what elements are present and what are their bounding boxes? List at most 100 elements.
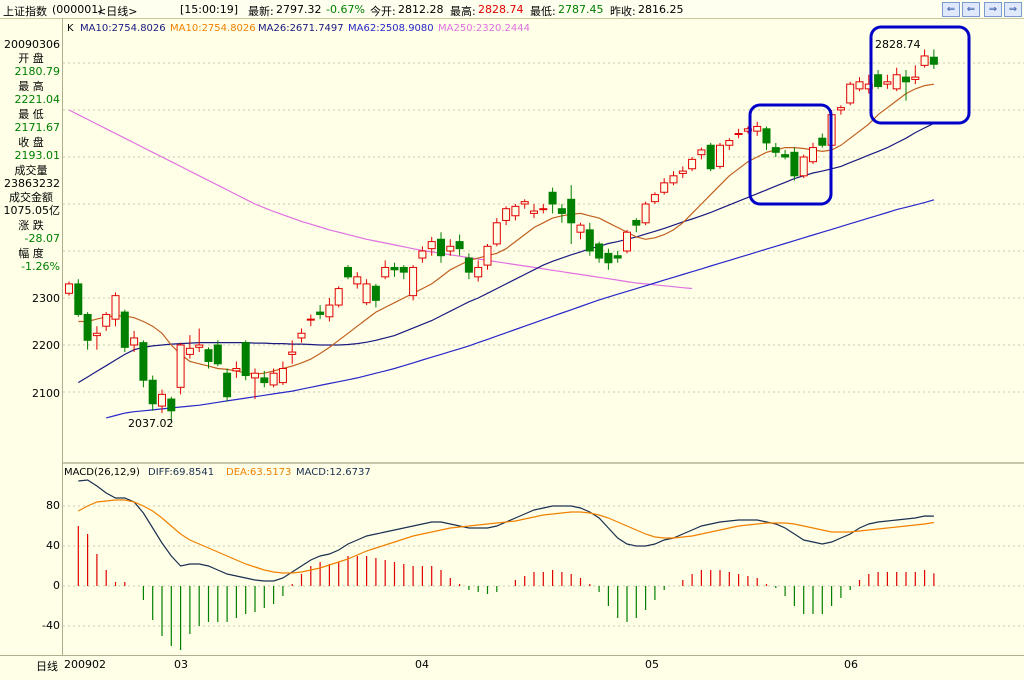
macd-legend-macd: MACD:12.6737 <box>296 467 371 478</box>
ma62-line <box>106 199 935 419</box>
candle-body <box>195 344 204 348</box>
candle-body <box>660 182 669 193</box>
info-low-value: 2171.67 <box>14 121 61 134</box>
info-volume-label: 成交量 <box>14 164 48 177</box>
candle-body <box>678 170 687 174</box>
candle-body <box>130 337 139 346</box>
legend-k: K <box>67 23 74 34</box>
legend-ma26: MA26:2671.7497 <box>258 23 344 34</box>
candle-body <box>483 245 492 266</box>
candle-body <box>278 368 287 384</box>
info-panel: 20090306 开 盘 2180.79 最 高 2221.04 最 低 217… <box>0 18 63 655</box>
candle-body <box>753 125 762 132</box>
candle-body <box>492 222 501 245</box>
candle-body <box>344 266 352 278</box>
candle-body <box>390 266 399 271</box>
candle-body <box>697 149 706 156</box>
legend-ma250: MA250:2320.2444 <box>438 23 530 34</box>
candle-body <box>464 257 473 273</box>
info-low-label: 最 低 <box>18 108 44 121</box>
candle-body <box>762 128 771 144</box>
highlight-box-top <box>869 25 971 125</box>
candle-body <box>539 208 548 211</box>
scroll-right-fast-button[interactable]: ⇒ <box>1004 2 1022 17</box>
info-date: 20090306 <box>4 38 60 51</box>
y-tick: 2100 <box>32 387 60 400</box>
low-value: 2787.45 <box>558 3 604 16</box>
info-high-label: 最 高 <box>18 80 44 93</box>
x-tick: 200902 <box>64 658 106 671</box>
candle-body <box>399 266 408 273</box>
candle-body <box>158 393 166 407</box>
info-change-label: 涨 跌 <box>18 219 44 232</box>
ma26-line <box>77 122 935 384</box>
high-annotation: 2828.74 <box>875 38 921 51</box>
legend-ma62: MA62:2508.9080 <box>348 23 434 34</box>
candle-body <box>818 137 827 146</box>
candle-body <box>781 154 790 158</box>
candle-body <box>260 377 269 384</box>
candle-body <box>911 76 920 80</box>
candle-body <box>148 379 157 405</box>
candle-body <box>306 318 315 321</box>
candle-body <box>232 368 241 372</box>
info-pct-label: 幅 度 <box>18 247 44 260</box>
x-tick: 05 <box>645 658 659 671</box>
candle-body <box>251 372 259 379</box>
candlesticks <box>65 49 938 422</box>
highlight-box-mid <box>748 103 833 206</box>
candle-body <box>92 332 101 337</box>
candle-body <box>213 344 222 365</box>
candle-body <box>734 133 743 135</box>
candle-body <box>111 295 120 320</box>
info-volume-value: 23863232 <box>4 177 60 190</box>
candle-body <box>418 250 427 259</box>
candle-body <box>892 74 901 90</box>
candle-body <box>185 347 194 355</box>
high-value: 2828.74 <box>478 3 524 16</box>
macd-y-tick: 80 <box>46 499 60 512</box>
latest-label: 最新: <box>248 5 274 18</box>
high-label: 最高: <box>450 5 476 18</box>
ma10-line <box>78 83 934 375</box>
info-change-value: -28.07 <box>24 232 60 245</box>
open-value: 2812.28 <box>398 3 444 16</box>
candle-body <box>623 231 631 252</box>
candle-body <box>120 311 129 348</box>
macd-y-tick: 40 <box>46 539 60 552</box>
scroll-right-button[interactable]: ⇒ <box>984 2 1002 17</box>
candle-body <box>241 342 250 377</box>
legend-ma10b: MA10:2754.8026 <box>170 23 256 34</box>
candle-body <box>297 332 306 339</box>
macd-y-tick: -40 <box>42 619 60 632</box>
candle-body <box>353 276 362 285</box>
prev-value: 2816.25 <box>638 3 684 16</box>
candle-body <box>65 283 73 294</box>
candle-body <box>520 201 529 205</box>
candle-body <box>371 285 380 301</box>
macd-legend-name: MACD(26,12,9) <box>64 467 140 478</box>
candle-body <box>706 144 715 170</box>
candle-body <box>604 252 613 264</box>
scroll-left-button[interactable]: ⇐ <box>962 2 980 17</box>
candle-body <box>530 210 538 214</box>
candle-body <box>334 288 343 306</box>
x-tick: 06 <box>844 658 858 671</box>
candle-body <box>139 342 148 381</box>
candle-body <box>176 344 185 388</box>
candle-body <box>288 351 297 355</box>
candle-body <box>548 191 557 205</box>
candle-body <box>437 238 445 257</box>
candle-body <box>576 224 585 233</box>
low-label: 最低: <box>530 5 556 18</box>
candle-body <box>511 205 520 217</box>
low-annotation: 2037.02 <box>128 417 174 430</box>
candle-body <box>455 241 464 250</box>
scroll-left-fast-button[interactable]: ⇐ <box>942 2 960 17</box>
moving-average-lines <box>68 83 935 419</box>
candle-body <box>316 311 325 315</box>
candle-body <box>688 158 697 170</box>
candle-body <box>790 151 799 177</box>
y-tick: 2300 <box>32 292 60 305</box>
